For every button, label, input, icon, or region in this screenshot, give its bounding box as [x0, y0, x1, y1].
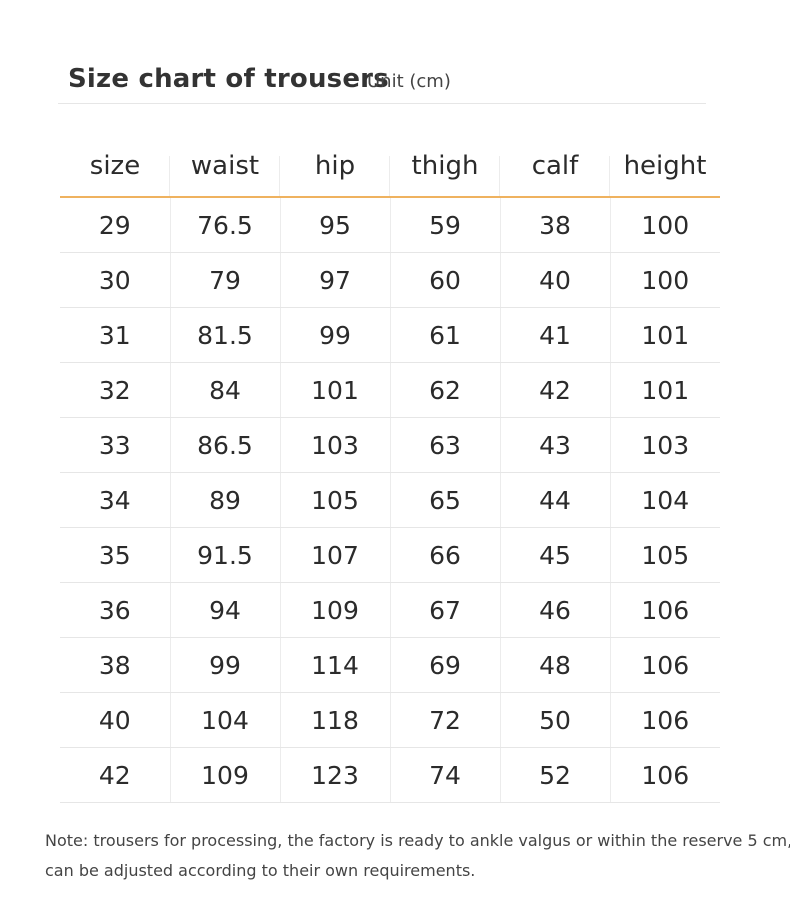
- table-row: 33 86.5 103 63 43 103: [60, 417, 720, 473]
- header-waist: waist: [170, 136, 280, 198]
- cell-calf: 44: [500, 472, 611, 528]
- cell-hip: 95: [280, 197, 391, 253]
- cell-waist: 86.5: [170, 417, 281, 473]
- table-row: 29 76.5 95 59 38 100: [60, 197, 720, 253]
- table-row: 34 89 105 65 44 104: [60, 472, 720, 528]
- cell-height: 103: [610, 417, 720, 473]
- cell-calf: 48: [500, 637, 611, 693]
- cell-hip: 103: [280, 417, 391, 473]
- cell-hip: 109: [280, 582, 391, 638]
- cell-thigh: 69: [390, 637, 501, 693]
- cell-calf: 50: [500, 692, 611, 748]
- header-row: size waist hip thigh calf height: [60, 136, 720, 198]
- cell-hip: 105: [280, 472, 391, 528]
- table-row: 42 109 123 74 52 106: [60, 747, 720, 803]
- cell-calf: 42: [500, 362, 611, 418]
- cell-hip: 118: [280, 692, 391, 748]
- cell-size: 32: [60, 362, 171, 418]
- cell-thigh: 66: [390, 527, 501, 583]
- cell-height: 106: [610, 637, 720, 693]
- cell-thigh: 61: [390, 307, 501, 363]
- cell-calf: 52: [500, 747, 611, 803]
- cell-height: 101: [610, 307, 720, 363]
- cell-waist: 104: [170, 692, 281, 748]
- cell-waist: 89: [170, 472, 281, 528]
- size-table: size waist hip thigh calf height 29 76.5 9…: [60, 136, 720, 803]
- cell-hip: 97: [280, 252, 391, 308]
- cell-thigh: 65: [390, 472, 501, 528]
- cell-height: 100: [610, 197, 720, 253]
- cell-height: 106: [610, 747, 720, 803]
- cell-size: 42: [60, 747, 171, 803]
- header-hip: hip: [280, 136, 390, 198]
- note-line-1: Note: trousers for processing, the facto…: [45, 831, 790, 850]
- cell-waist: 76.5: [170, 197, 281, 253]
- table-header: size waist hip thigh calf height: [60, 136, 720, 198]
- cell-calf: 38: [500, 197, 611, 253]
- table-row: 40 104 118 72 50 106: [60, 692, 720, 748]
- header-calf: calf: [500, 136, 610, 198]
- header-size: size: [60, 136, 170, 198]
- cell-height: 100: [610, 252, 720, 308]
- cell-thigh: 59: [390, 197, 501, 253]
- cell-thigh: 62: [390, 362, 501, 418]
- table-row: 38 99 114 69 48 106: [60, 637, 720, 693]
- cell-calf: 45: [500, 527, 611, 583]
- cell-size: 31: [60, 307, 171, 363]
- cell-waist: 81.5: [170, 307, 281, 363]
- cell-hip: 99: [280, 307, 391, 363]
- cell-waist: 99: [170, 637, 281, 693]
- cell-size: 38: [60, 637, 171, 693]
- cell-height: 104: [610, 472, 720, 528]
- cell-hip: 107: [280, 527, 391, 583]
- cell-waist: 94: [170, 582, 281, 638]
- header-thigh: thigh: [390, 136, 500, 198]
- table-body: 29 76.5 95 59 38 100 30 79 97 60 40 100 31 81.5 99 61 41…: [60, 197, 720, 803]
- cell-thigh: 60: [390, 252, 501, 308]
- cell-calf: 46: [500, 582, 611, 638]
- table-row: 35 91.5 107 66 45 105: [60, 527, 720, 583]
- cell-calf: 41: [500, 307, 611, 363]
- cell-thigh: 63: [390, 417, 501, 473]
- table-row: 36 94 109 67 46 106: [60, 582, 720, 638]
- cell-size: 30: [60, 252, 171, 308]
- cell-waist: 79: [170, 252, 281, 308]
- cell-height: 101: [610, 362, 720, 418]
- cell-size: 34: [60, 472, 171, 528]
- cell-thigh: 72: [390, 692, 501, 748]
- cell-waist: 91.5: [170, 527, 281, 583]
- table-row: 30 79 97 60 40 100: [60, 252, 720, 308]
- cell-size: 33: [60, 417, 171, 473]
- cell-size: 40: [60, 692, 171, 748]
- cell-hip: 101: [280, 362, 391, 418]
- note: Note: trousers for processing, the facto…: [45, 826, 790, 886]
- unit-label: Unit (cm): [367, 71, 451, 92]
- cell-height: 106: [610, 692, 720, 748]
- cell-height: 106: [610, 582, 720, 638]
- page-title: Size chart of trousers: [68, 64, 389, 94]
- cell-hip: 123: [280, 747, 391, 803]
- cell-thigh: 67: [390, 582, 501, 638]
- table-row: 31 81.5 99 61 41 101: [60, 307, 720, 363]
- cell-calf: 43: [500, 417, 611, 473]
- cell-size: 35: [60, 527, 171, 583]
- cell-size: 29: [60, 197, 171, 253]
- header-height: height: [610, 136, 720, 198]
- table-row: 32 84 101 62 42 101: [60, 362, 720, 418]
- title-block: Size chart of trousers Unit (cm): [58, 60, 706, 104]
- cell-size: 36: [60, 582, 171, 638]
- cell-waist: 109: [170, 747, 281, 803]
- cell-hip: 114: [280, 637, 391, 693]
- cell-thigh: 74: [390, 747, 501, 803]
- cell-waist: 84: [170, 362, 281, 418]
- cell-height: 105: [610, 527, 720, 583]
- note-line-2: can be adjusted according to their own r…: [45, 861, 476, 880]
- cell-calf: 40: [500, 252, 611, 308]
